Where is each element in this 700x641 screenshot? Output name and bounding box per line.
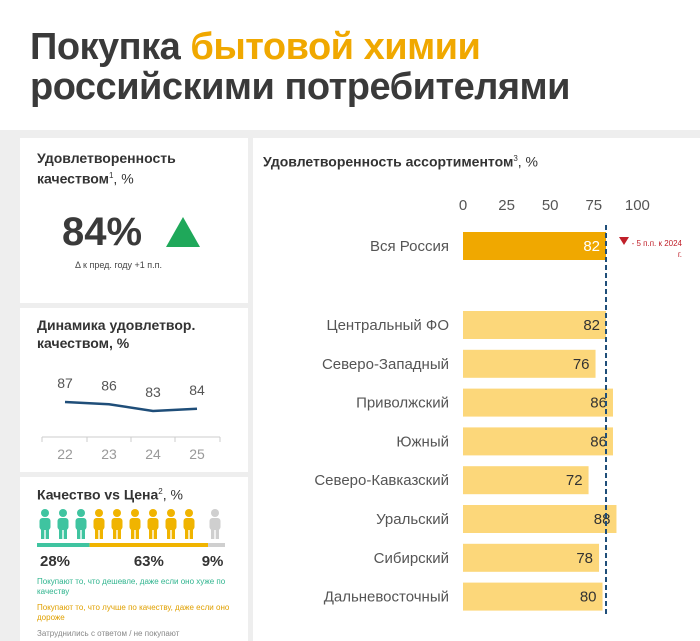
share-label: 9% <box>202 553 224 570</box>
category-label: Сибирский <box>374 550 449 567</box>
bar <box>463 582 603 611</box>
bar-title-text: Удовлетворенность ассортиментом <box>263 153 514 170</box>
value-label: 78 <box>576 550 593 567</box>
kpi-card <box>20 138 248 303</box>
x-tick-label: 24 <box>145 446 161 462</box>
kpi-value: 84% <box>62 210 143 254</box>
x-tick-label: 22 <box>57 446 73 462</box>
footnote: 3 <box>513 154 518 163</box>
footnote: 2 <box>158 487 163 496</box>
share-label: 28% <box>40 553 70 570</box>
value-label: 86 <box>590 433 607 450</box>
qvp-desc: Покупают то, что дешевле, даже если оно … <box>37 577 226 596</box>
share-bar <box>89 543 209 547</box>
value-label: 84 <box>189 382 205 398</box>
share-label: 63% <box>134 553 164 570</box>
bar <box>463 311 607 339</box>
bar-title: Удовлетворенность ассортиментом3, % <box>263 150 538 171</box>
value-label: 86 <box>101 377 117 393</box>
x-tick-label: 23 <box>101 446 117 462</box>
value-label: 80 <box>580 589 597 606</box>
line <box>64 400 198 413</box>
qvp-card <box>20 477 248 641</box>
qvp-title-text: Качество vs Цена <box>37 486 159 503</box>
bar <box>463 349 596 378</box>
share-bar <box>208 543 225 547</box>
footnote: 1 <box>108 171 114 180</box>
category-label: Северо-Кавказский <box>314 472 449 489</box>
x-tick-label: 25 <box>498 197 515 214</box>
category-label: Северо-Западный <box>322 356 449 373</box>
bar <box>463 466 589 495</box>
kpi-title: Удовлетворенность качеством1, % <box>37 149 212 188</box>
x-tick-label: 75 <box>585 197 602 214</box>
value-label: 87 <box>57 375 73 391</box>
people-icons <box>39 509 221 539</box>
category-label: Центральный ФО <box>326 317 449 334</box>
bar <box>463 543 600 572</box>
bar <box>463 505 617 533</box>
category-label: Приволжский <box>356 395 449 412</box>
bar <box>463 427 613 456</box>
value-label: 88 <box>594 511 611 528</box>
value-label: 82 <box>583 317 600 334</box>
unit: , % <box>162 486 183 503</box>
value-label: 76 <box>573 356 590 373</box>
bar <box>463 232 607 260</box>
category-label: Уральский <box>376 511 449 528</box>
value-label: 86 <box>590 395 607 412</box>
annotation: - 5 п.п. к 2024 г. <box>631 239 682 259</box>
category-label: Дальневосточный <box>324 589 449 606</box>
page-title: российскими потребителями <box>30 66 570 108</box>
kpi-note: Δ к пред. году +1 п.п. <box>75 260 163 270</box>
unit: , % <box>517 153 539 170</box>
qvp-desc: Затруднились с ответом / не покупают <box>37 629 180 638</box>
x-tick-label: 0 <box>459 197 467 214</box>
bar <box>463 388 613 417</box>
up-arrow <box>166 217 200 247</box>
x-tick-label: 25 <box>189 446 205 462</box>
value-label: 82 <box>583 238 600 255</box>
unit: , % <box>113 170 134 187</box>
title-part: Покупка <box>30 26 181 68</box>
qvp-title: Качество vs Цена2, % <box>37 483 183 504</box>
down-arrow <box>619 237 629 245</box>
share-bar <box>37 543 90 547</box>
category-label: Вся Россия <box>370 238 449 255</box>
qvp-desc: Покупают то, что лучше по качеству, даже… <box>37 603 230 622</box>
line-card <box>20 308 248 472</box>
x-tick-label: 50 <box>542 197 559 214</box>
x-tick-label: 100 <box>625 197 650 214</box>
category-label: Южный <box>396 433 449 450</box>
title-highlight: бытовой химии <box>190 26 481 68</box>
kpi-title-text: Удовлетворенность качеством <box>37 150 176 187</box>
value-label: 72 <box>566 472 583 489</box>
value-label: 83 <box>145 384 161 400</box>
line-title: Динамика удовлетвор. качеством, % <box>37 317 196 351</box>
page-title: Покупка бытовой химии <box>30 26 481 69</box>
